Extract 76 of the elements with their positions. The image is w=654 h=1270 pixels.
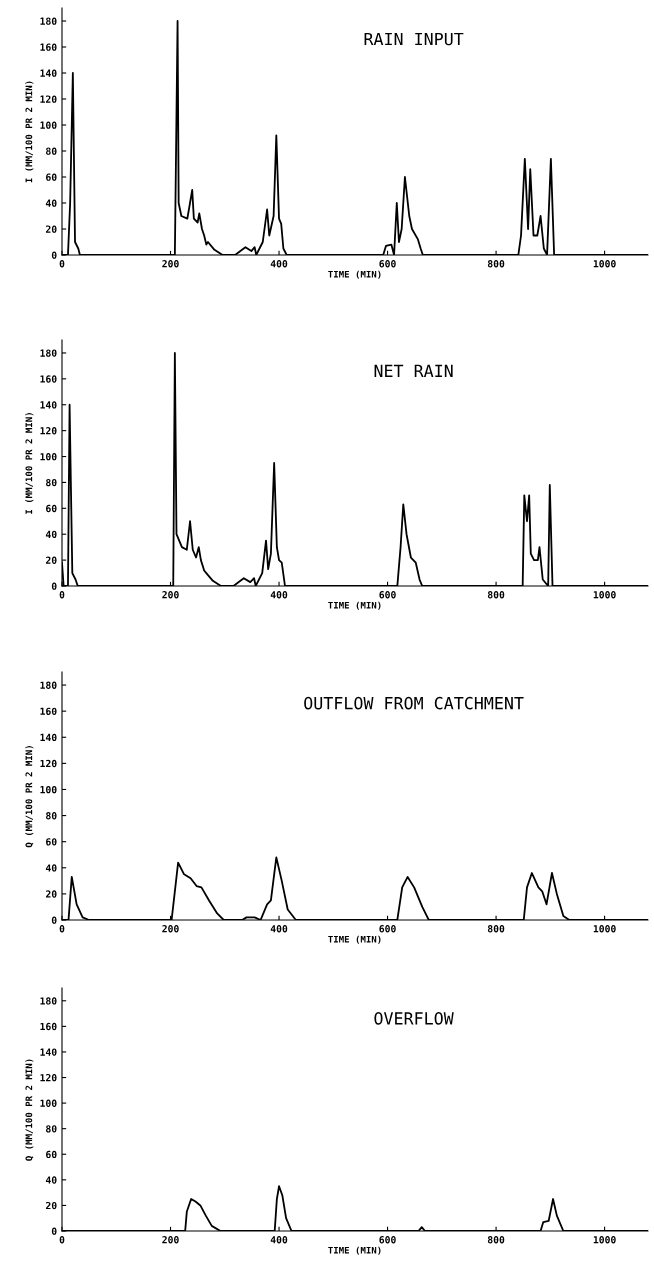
y-tick-label: 140 — [40, 401, 57, 409]
y-tick-label: 140 — [40, 69, 57, 77]
x-tick-label: 1000 — [593, 260, 616, 268]
x-tick-label: 400 — [270, 1236, 288, 1244]
y-tick-label: 0 — [51, 916, 57, 924]
x-tick-label: 400 — [270, 925, 288, 933]
y-tick-label: 120 — [40, 95, 57, 103]
x-tick-label: 400 — [270, 591, 288, 599]
y-tick-label: 40 — [45, 530, 57, 539]
x-tick-label: 800 — [487, 1236, 505, 1244]
text: OUTFLOW FROM CATCHMENT — [304, 696, 524, 710]
y-tick-label: 40 — [45, 1176, 57, 1184]
y-tick-label: 80 — [46, 478, 57, 487]
y-tick-label: 40 — [45, 864, 57, 872]
y-tick-label: 100 — [40, 453, 57, 461]
y-tick-label: 120 — [40, 1074, 57, 1082]
x-tick-label: 600 — [379, 925, 396, 933]
y-axis-title: I (MM/100 PR 2 MIN) — [25, 413, 34, 514]
text: OVERFLOW — [374, 1012, 454, 1025]
y-tick-label: 100 — [40, 121, 57, 129]
x-tick-label: 600 — [379, 591, 396, 599]
x-tick-label: 200 — [162, 591, 179, 599]
y-tick-label: 100 — [40, 1099, 57, 1107]
y-tick-label: 100 — [40, 785, 57, 794]
y-tick-label: 0 — [51, 251, 57, 259]
y-tick-label: 120 — [40, 759, 57, 768]
x-tick-label: 1000 — [593, 925, 616, 933]
x-axis-title: TIME (MIN) — [328, 935, 381, 944]
y-tick-label: 80 — [46, 147, 57, 155]
x-tick-label: 200 — [162, 925, 179, 933]
y-tick-label: 60 — [46, 173, 57, 181]
y-tick-label: 40 — [45, 199, 57, 207]
y-tick-label: 160 — [40, 375, 57, 383]
x-tick-label: 0 — [59, 591, 65, 599]
x-tick-label: 0 — [59, 260, 65, 268]
x-tick-label: 800 — [487, 925, 505, 933]
y-tick-label: 20 — [45, 890, 57, 898]
x-tick-label: 0 — [59, 925, 65, 933]
x-tick-label: 200 — [162, 260, 179, 268]
x-axis-title: TIME (MIN) — [328, 1246, 381, 1255]
y-tick-label: 20 — [45, 225, 57, 233]
y-tick-label: 180 — [40, 17, 57, 25]
y-tick-label: 160 — [40, 43, 57, 51]
x-tick-label: 800 — [487, 591, 505, 599]
y-axis-title: I (MM/100 PR 2 MIN) — [25, 81, 34, 183]
x-tick-label: 200 — [162, 1236, 179, 1244]
text: RAIN INPUT — [364, 32, 464, 46]
x-tick-label: 400 — [270, 260, 288, 268]
y-tick-label: 140 — [40, 733, 57, 742]
x-axis-title: TIME (MIN) — [328, 270, 381, 279]
x-tick-label: 1000 — [593, 591, 616, 599]
x-axis-title: TIME (MIN) — [328, 601, 381, 610]
y-axis-title: Q (MM/100 PR 2 MIN) — [25, 746, 34, 848]
y-tick-label: 80 — [46, 1125, 57, 1133]
y-tick-label: 60 — [46, 1150, 57, 1159]
y-tick-label: 180 — [40, 997, 57, 1005]
x-tick-label: 600 — [379, 1236, 396, 1244]
y-tick-label: 160 — [40, 1022, 57, 1031]
text: NET RAIN — [374, 364, 453, 377]
y-tick-label: 20 — [45, 1201, 57, 1210]
y-tick-label: 140 — [40, 1048, 57, 1056]
y-axis-title: Q (MM/100 PR 2 MIN) — [25, 1059, 34, 1161]
y-tick-label: 160 — [40, 707, 57, 715]
x-tick-label: 1000 — [593, 1236, 616, 1244]
y-tick-label: 20 — [45, 556, 57, 564]
x-tick-label: 800 — [487, 260, 505, 268]
y-tick-label: 0 — [51, 582, 57, 590]
x-tick-label: 600 — [379, 260, 396, 268]
y-tick-label: 120 — [40, 427, 57, 435]
y-tick-label: 180 — [40, 681, 57, 689]
x-tick-label: 0 — [59, 1236, 65, 1244]
y-tick-label: 0 — [51, 1227, 57, 1235]
y-tick-label: 80 — [46, 812, 57, 820]
y-tick-label: 60 — [46, 504, 57, 513]
y-tick-label: 60 — [46, 838, 57, 846]
y-tick-label: 180 — [40, 349, 57, 357]
